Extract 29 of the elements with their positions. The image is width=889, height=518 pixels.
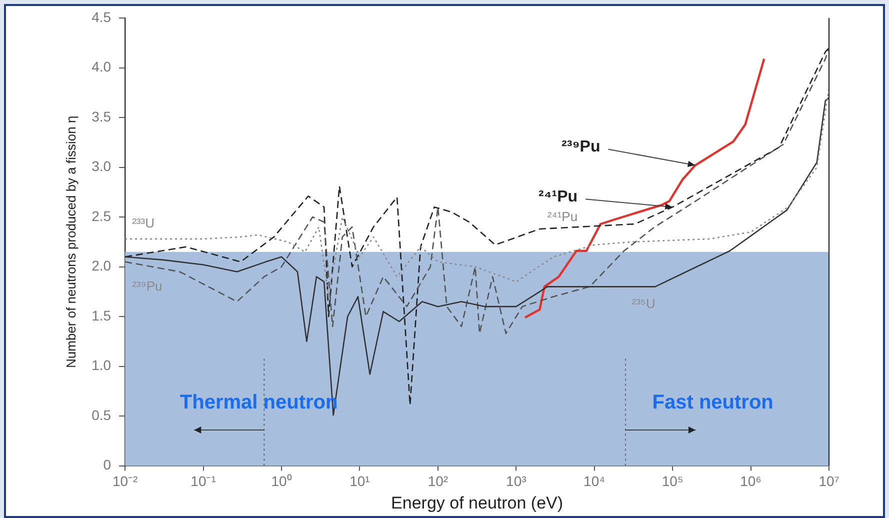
x-tick-label: 10³ (506, 473, 527, 490)
series-label: ²⁴¹Pu (547, 208, 578, 224)
y-tick-label: 3.5 (92, 108, 112, 124)
annotation: ²³⁹Pu (562, 138, 600, 156)
x-tick-label: 10⁶ (740, 473, 762, 490)
y-tick-label: 4.0 (92, 58, 112, 75)
y-tick-label: 0 (103, 456, 112, 473)
y-tick-label: 1.0 (92, 357, 112, 374)
y-tick-label: 4.5 (92, 8, 112, 25)
annotation: ²⁴¹Pu (538, 188, 578, 206)
y-tick-label: 1.5 (92, 307, 112, 324)
y-tick-label: 2.0 (92, 258, 112, 274)
y-tick-label: 0.5 (92, 406, 112, 423)
x-tick-label: 10⁵ (662, 473, 684, 490)
x-tick-label: 10⁷ (818, 473, 840, 490)
y-tick-label: 2.5 (92, 208, 112, 224)
series-label: ²³⁹Pu (132, 278, 162, 294)
x-tick-label: 10¹ (350, 473, 370, 490)
x-tick-label: 10² (428, 473, 448, 490)
x-tick-label: 10⁴ (584, 473, 606, 490)
x-tick-label: 10⁻¹ (190, 473, 216, 490)
y-axis-title: Number of neutrons produced by a fission η (63, 116, 78, 368)
series-label: ²³⁵U (632, 296, 656, 312)
y-tick-label: 3.0 (92, 158, 112, 174)
x-tick-label: 10⁻² (112, 473, 138, 490)
x-axis-title: Energy of neutron (eV) (391, 493, 564, 512)
series-label: ²³³U (132, 216, 154, 231)
annotation: Fast neutron (652, 392, 774, 414)
x-tick-label: 10⁰ (271, 473, 292, 490)
